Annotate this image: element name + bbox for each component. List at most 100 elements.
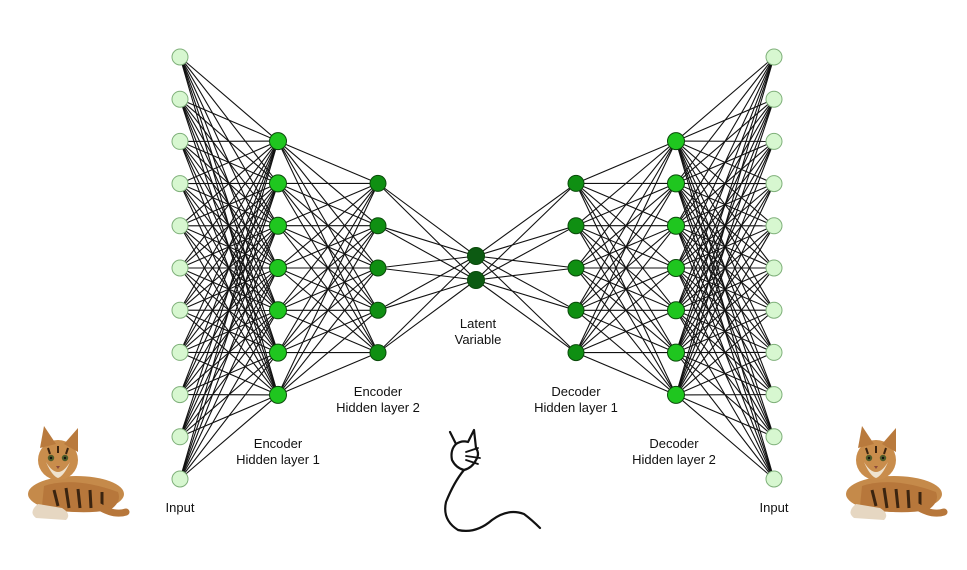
output-neuron (765, 386, 783, 404)
connection-edge (277, 182, 379, 269)
decoder-hidden-layer-2-label: Decoder Hidden layer 2 (618, 436, 730, 468)
decoder-hidden-layer-1-label: Decoder Hidden layer 1 (520, 384, 632, 416)
connection-edge (675, 351, 775, 396)
input-neuron (171, 132, 189, 150)
connection-edge (675, 56, 775, 142)
decoder-h1-neuron (567, 217, 585, 235)
latent-neuron (467, 271, 485, 289)
encoder-h1-neuron (269, 259, 287, 277)
encoder-hidden-layer-2-label: Encoder Hidden layer 2 (322, 384, 434, 416)
encoder-h1-neuron (269, 301, 287, 320)
connection-edge (179, 310, 279, 480)
encoder-h1-neuron (269, 132, 287, 151)
connection-edge (675, 141, 775, 396)
decoder-h1-neuron (567, 344, 585, 362)
output-neuron (765, 48, 783, 66)
output-neuron (765, 301, 783, 319)
connection-edge (179, 140, 279, 437)
connection-edge (575, 183, 677, 353)
connection-edge (277, 352, 379, 396)
connection-edge (179, 394, 279, 480)
cat-sketch-icon (444, 428, 542, 532)
decoder-h1-neuron (567, 259, 585, 277)
connection-edge (179, 183, 279, 480)
latent-line2: Variable (454, 332, 502, 347)
connection-edge (675, 267, 775, 396)
encoder-h2-neuron (369, 344, 387, 362)
connection-edge (179, 56, 279, 142)
connection-edge (475, 279, 577, 354)
output-neuron (765, 428, 783, 446)
latent-neuron (467, 247, 485, 265)
encoder-h2-neuron (369, 301, 387, 319)
enc-h2-line1: Encoder (353, 384, 403, 399)
input-left-text: Input (165, 500, 195, 515)
connection-edge (179, 140, 279, 185)
connection-edge (277, 183, 379, 311)
output-neuron (765, 217, 783, 235)
output-cat-photo (846, 426, 948, 520)
connection-edge (277, 183, 379, 396)
input-neuron (171, 259, 189, 277)
connection-edge (377, 279, 477, 311)
output-neuron (765, 90, 783, 108)
output-neuron (765, 470, 783, 488)
output-neuron (765, 132, 783, 150)
connection-edge (675, 56, 775, 353)
connection-edge (575, 140, 677, 227)
input-neuron (171, 217, 189, 235)
connection-edge (377, 255, 477, 311)
connection-edge (575, 309, 677, 354)
latent-line1: Latent (459, 316, 497, 331)
connection-edge (675, 56, 775, 226)
input-neuron (171, 386, 189, 404)
connection-edge (377, 267, 477, 281)
connection-edge (179, 140, 279, 269)
connection-edge (575, 140, 677, 269)
connection-edge (377, 225, 477, 281)
connections (179, 56, 775, 480)
enc-h1-line2: Hidden layer 1 (236, 452, 320, 467)
connection-edge (575, 267, 677, 354)
latent-variable-label: Latent Variable (442, 316, 514, 348)
connection-edge (179, 352, 279, 480)
connection-edge (675, 183, 775, 396)
connection-edge (475, 255, 577, 311)
decoder-h2-neuron (667, 216, 685, 235)
connection-edge (675, 56, 775, 184)
input-neuron (171, 301, 189, 319)
decoder-h1-neuron (567, 174, 585, 192)
connection-edge (377, 182, 477, 257)
input-neuron (171, 175, 189, 193)
decoder-h1-neuron (567, 301, 585, 319)
connection-edge (675, 56, 775, 311)
input-neuron (171, 470, 189, 488)
connection-edge (377, 255, 477, 269)
connection-edge (575, 225, 677, 353)
dec-h1-line2: Hidden layer 1 (534, 400, 618, 415)
connection-edge (475, 183, 577, 281)
connection-edge (675, 56, 775, 396)
input-right-text: Input (759, 500, 789, 515)
encoder-h1-neuron (269, 216, 287, 235)
decoder-h2-neuron (667, 385, 685, 404)
input-neuron (171, 343, 189, 361)
output-neuron (765, 343, 783, 361)
decoder-h2-neuron (667, 174, 685, 193)
connection-edge (575, 140, 677, 184)
connection-edge (377, 225, 477, 257)
connection-edge (675, 56, 775, 269)
connection-edge (575, 140, 677, 311)
neurons (171, 48, 783, 488)
connection-edge (179, 98, 279, 142)
connection-edge (475, 225, 577, 257)
connection-edge (277, 140, 379, 184)
connection-edge (377, 279, 477, 354)
decoder-h2-neuron (667, 132, 685, 151)
decoder-h2-neuron (667, 259, 685, 277)
connection-edge (277, 225, 379, 396)
connection-edge (675, 225, 775, 396)
connection-edge (179, 267, 279, 480)
